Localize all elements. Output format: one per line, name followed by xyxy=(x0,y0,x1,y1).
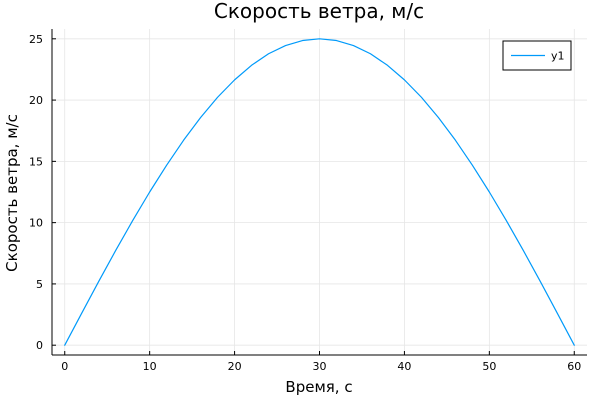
y-axis-title: Скорость ветра, м/с xyxy=(3,114,21,272)
x-axis-title: Время, с xyxy=(285,378,352,396)
x-tick-label-0: 0 xyxy=(61,360,68,373)
x-tick-label-50: 50 xyxy=(482,360,496,373)
x-tick-label-60: 60 xyxy=(567,360,581,373)
series-line-y1 xyxy=(64,38,575,346)
x-tick-label-40: 40 xyxy=(397,360,411,373)
ticks: 0 10 20 30 40 50 60 0 5 10 15 20 25 xyxy=(29,33,581,373)
x-tick-label-10: 10 xyxy=(143,360,157,373)
y-tick-label-0: 0 xyxy=(36,339,43,352)
y-tick-label-15: 15 xyxy=(29,155,43,168)
x-tick-label-30: 30 xyxy=(313,360,327,373)
legend: y1 xyxy=(502,40,572,71)
legend-label-y1: y1 xyxy=(551,50,565,63)
y-tick-label-10: 10 xyxy=(29,217,43,230)
x-tick-label-20: 20 xyxy=(228,360,242,373)
y-tick-label-5: 5 xyxy=(36,278,43,291)
series-layer xyxy=(64,38,575,346)
y-tick-label-25: 25 xyxy=(29,33,43,46)
chart-title: Скорость ветра, м/с xyxy=(214,0,424,23)
y-tick-label-20: 20 xyxy=(29,94,43,107)
